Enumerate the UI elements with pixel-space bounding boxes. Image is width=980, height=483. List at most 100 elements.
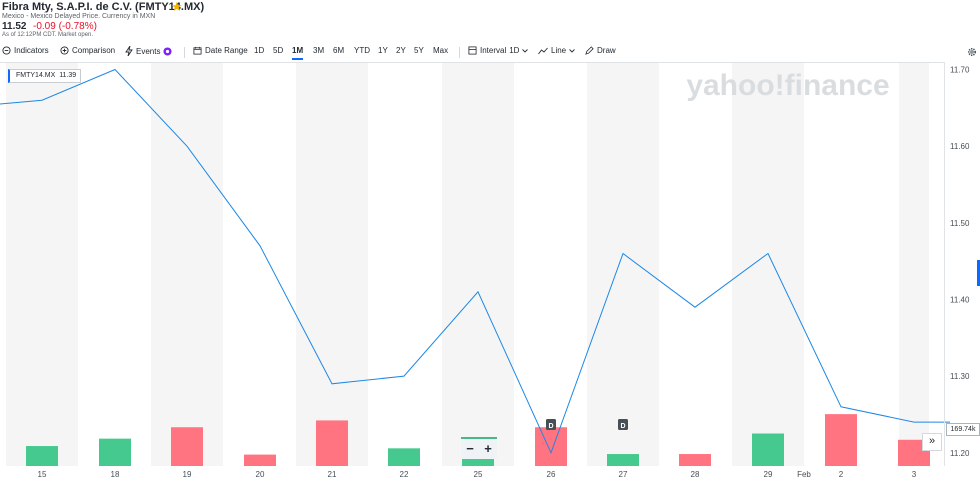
toolbar-divider bbox=[459, 47, 460, 58]
volume-bar bbox=[607, 454, 639, 466]
range-1y[interactable]: 1Y bbox=[378, 46, 388, 55]
yahoo-finance-watermark: yahoo!finance bbox=[686, 69, 889, 102]
draw-button[interactable]: Draw bbox=[585, 46, 616, 55]
range-ytd[interactable]: YTD bbox=[354, 46, 370, 55]
x-tick-label: 25 bbox=[474, 470, 483, 479]
background-band bbox=[151, 62, 223, 466]
x-tick-label: 28 bbox=[691, 470, 700, 479]
dividend-marker[interactable] bbox=[618, 419, 628, 430]
range-5y[interactable]: 5Y bbox=[414, 46, 424, 55]
calendar-icon bbox=[193, 46, 202, 55]
exchange-subtitle: Mexico - Mexico Delayed Price. Currency … bbox=[2, 13, 156, 20]
x-tick-label: 27 bbox=[619, 470, 628, 479]
comparison-button[interactable]: Comparison bbox=[60, 46, 115, 55]
volume-bar bbox=[244, 454, 276, 466]
star-icon[interactable]: ★ bbox=[171, 0, 183, 14]
volume-value-label: 169.74k bbox=[946, 423, 980, 436]
interval-label: Interval bbox=[480, 46, 507, 55]
dividend-marker-label: D bbox=[620, 423, 625, 430]
volume-bar bbox=[388, 448, 420, 466]
volume-bar bbox=[171, 427, 203, 466]
lightning-icon bbox=[125, 46, 133, 56]
interval-icon bbox=[468, 46, 477, 55]
y-tick-label: 11.50 bbox=[950, 219, 970, 228]
indicators-icon bbox=[2, 46, 11, 55]
chart-toolbar: Indicators Comparison Events Date Range … bbox=[0, 46, 980, 60]
x-tick-label: 22 bbox=[400, 470, 409, 479]
quote-title: Fibra Mty, S.A.P.I. de C.V. (FMTY14.MX) bbox=[2, 1, 205, 13]
x-tick-label: 29 bbox=[764, 470, 773, 479]
range-6m[interactable]: 6M bbox=[333, 46, 345, 55]
background-band bbox=[296, 62, 368, 466]
background-band bbox=[442, 62, 514, 466]
volume-bar bbox=[99, 438, 131, 466]
date-range-label: Date Range bbox=[205, 46, 248, 55]
x-tick-label: 20 bbox=[256, 470, 265, 479]
x-tick-label: 18 bbox=[111, 470, 120, 479]
chevron-down-icon bbox=[569, 48, 575, 53]
interval-button[interactable]: Interval 1D bbox=[468, 46, 529, 55]
pencil-icon bbox=[585, 46, 594, 55]
y-axis-labels: 11.70 11.60 11.50 11.40 11.30 11.20 bbox=[944, 62, 970, 466]
dividend-marker-label: D bbox=[548, 423, 553, 430]
zoom-controls: − + bbox=[461, 437, 497, 459]
y-tick-label: 11.70 bbox=[950, 66, 970, 75]
interval-value: 1D bbox=[509, 46, 520, 55]
x-tick-label: 3 bbox=[912, 470, 917, 479]
y-tick-label: 11.20 bbox=[950, 449, 970, 458]
background-band bbox=[732, 62, 804, 466]
chart-type-button[interactable]: Line bbox=[538, 46, 575, 55]
plus-circle-icon bbox=[60, 46, 69, 55]
range-5d[interactable]: 5D bbox=[273, 46, 284, 55]
volume-bars bbox=[26, 414, 930, 466]
volume-bar bbox=[26, 446, 58, 466]
current-price: 11.52 bbox=[2, 21, 27, 32]
range-max[interactable]: Max bbox=[433, 46, 449, 55]
price-change: -0.09 (-0.78%) bbox=[33, 21, 97, 32]
date-range-button[interactable]: Date Range bbox=[193, 46, 248, 55]
symbol-tag-value: 11.39 bbox=[59, 72, 77, 79]
background-band bbox=[587, 62, 659, 466]
side-panel-handle[interactable] bbox=[977, 260, 980, 286]
settings-gear-icon[interactable] bbox=[967, 47, 977, 57]
dividend-marker[interactable] bbox=[546, 419, 556, 430]
events-button[interactable]: Events bbox=[125, 46, 173, 56]
volume-bar bbox=[825, 414, 857, 466]
price-line bbox=[0, 68, 950, 455]
y-tick-label: 11.30 bbox=[950, 372, 970, 381]
range-3m[interactable]: 3M bbox=[313, 46, 325, 55]
x-tick-label: Feb bbox=[797, 470, 811, 479]
range-1d[interactable]: 1D bbox=[254, 46, 265, 55]
range-2y[interactable]: 2Y bbox=[396, 46, 406, 55]
chart-type-label: Line bbox=[551, 46, 567, 55]
x-tick-label: 21 bbox=[328, 470, 337, 479]
x-tick-label: 2 bbox=[839, 470, 844, 479]
indicators-button[interactable]: Indicators bbox=[2, 46, 49, 55]
zoom-in-button[interactable]: + bbox=[484, 441, 492, 456]
range-1m[interactable]: 1M bbox=[292, 46, 304, 60]
market-status: As of 12:12PM CDT. Market open. bbox=[2, 32, 94, 38]
x-axis-labels: 15 18 19 20 21 22 25 26 27 28 29 Feb 2 3 bbox=[38, 470, 917, 479]
volume-bar bbox=[316, 420, 348, 466]
zoom-out-button[interactable]: − bbox=[466, 441, 474, 456]
indicators-label: Indicators bbox=[14, 46, 49, 55]
background-bands bbox=[6, 62, 929, 466]
chevron-down-icon bbox=[522, 48, 529, 53]
x-tick-label: 19 bbox=[183, 470, 192, 479]
x-tick-label: 26 bbox=[547, 470, 556, 479]
events-badge-icon bbox=[163, 46, 173, 56]
volume-bar bbox=[752, 433, 784, 466]
y-tick-label: 11.60 bbox=[950, 142, 970, 151]
draw-label: Draw bbox=[597, 46, 616, 55]
line-chart-icon bbox=[538, 47, 548, 54]
x-tick-label: 15 bbox=[38, 470, 47, 479]
y-tick-label: 11.40 bbox=[950, 295, 970, 304]
comparison-label: Comparison bbox=[72, 46, 116, 55]
toolbar-divider bbox=[184, 47, 185, 58]
expand-chevron-icon[interactable]: » bbox=[922, 433, 942, 451]
background-band bbox=[6, 62, 78, 466]
symbol-tag[interactable]: FMTY14.MX 11.39 bbox=[8, 69, 82, 83]
volume-bar bbox=[679, 454, 711, 466]
